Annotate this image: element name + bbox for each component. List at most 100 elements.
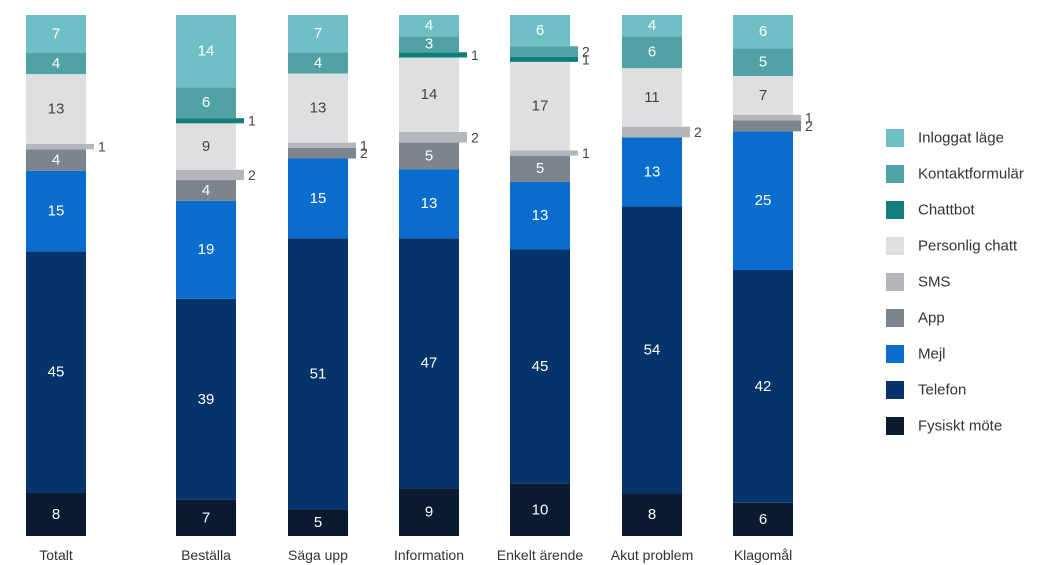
legend-label-app: App	[918, 310, 945, 327]
legend-label-chattbot: Chattbot	[918, 202, 976, 219]
bar-bestalla-inloggat-lage	[176, 15, 236, 88]
bar-bestalla-telefon	[176, 298, 236, 500]
x-tick-information: Information	[394, 547, 464, 563]
bar-saga-upp-mejl	[288, 158, 348, 239]
label-klagomal-app: 2	[805, 118, 813, 134]
label-totalt-personlig-chatt: 13	[48, 100, 65, 117]
label-klagomal-mejl: 25	[755, 192, 772, 209]
bar-totalt-personlig-chatt	[26, 74, 86, 144]
x-tick-klagomal: Klagomål	[734, 547, 792, 563]
label-akut-problem-inloggat-lage: 4	[648, 17, 656, 34]
bar-enkelt-arende-app	[510, 155, 570, 182]
label-enkelt-arende-sms: 1	[582, 145, 590, 161]
bar-klagomal-personlig-chatt	[733, 75, 793, 115]
label-bestalla-telefon: 39	[198, 391, 215, 408]
label-bestalla-mejl: 19	[198, 241, 215, 258]
legend-swatch-kontaktformular	[886, 165, 904, 183]
bar-information-personlig-chatt	[399, 57, 459, 132]
label-information-fysiskt-mote: 9	[425, 504, 433, 521]
label-information-kontaktformular: 3	[425, 36, 433, 53]
label-totalt-inloggat-lage: 7	[52, 25, 60, 42]
legend-label-personlig-chatt: Personlig chatt	[918, 238, 1018, 255]
bar-enkelt-arende-telefon	[510, 249, 570, 484]
label-akut-problem-mejl: 13	[644, 163, 661, 180]
bar-enkelt-arende-fysiskt-mote	[510, 483, 570, 536]
legend-label-kontaktformular: Kontaktformulär	[918, 166, 1024, 183]
legend-swatch-sms	[886, 273, 904, 291]
bar-enkelt-arende-inloggat-lage	[510, 15, 570, 47]
bar-akut-problem-fysiskt-mote	[622, 493, 682, 536]
legend-label-sms: SMS	[918, 274, 951, 291]
bar-klagomal-telefon	[733, 269, 793, 503]
legend-label-fysiskt-mote: Fysiskt möte	[918, 418, 1002, 435]
bar-akut-problem-inloggat-lage	[622, 15, 682, 37]
bar-akut-problem-telefon	[622, 206, 682, 494]
bar-information-sms	[399, 131, 467, 143]
label-information-mejl: 13	[421, 195, 438, 212]
bar-saga-upp-personlig-chatt	[288, 73, 348, 143]
label-information-sms: 2	[471, 129, 479, 145]
label-saga-upp-kontaktformular: 4	[314, 54, 322, 71]
legend-label-telefon: Telefon	[918, 382, 966, 399]
label-information-inloggat-lage: 4	[425, 17, 433, 34]
bar-bestalla-personlig-chatt	[176, 123, 236, 170]
bar-saga-upp-telefon	[288, 238, 348, 510]
legend-swatch-telefon	[886, 381, 904, 399]
labels-group: 8451541134773919429161455115211347947135…	[48, 17, 813, 531]
label-enkelt-arende-personlig-chatt: 17	[532, 98, 549, 115]
label-akut-problem-telefon: 54	[644, 341, 661, 358]
label-bestalla-inloggat-lage: 14	[198, 43, 215, 60]
bar-akut-problem-mejl	[622, 137, 682, 207]
bar-bestalla-kontaktformular	[176, 87, 236, 119]
bar-saga-upp-inloggat-lage	[288, 15, 348, 53]
label-bestalla-app: 4	[202, 182, 210, 199]
label-saga-upp-personlig-chatt: 13	[310, 100, 327, 117]
label-akut-problem-kontaktformular: 6	[648, 44, 656, 61]
label-totalt-app: 4	[52, 152, 60, 169]
label-enkelt-arende-fysiskt-mote: 10	[532, 501, 549, 518]
bar-bestalla-chattbot	[176, 118, 244, 124]
bar-bestalla-fysiskt-mote	[176, 499, 236, 536]
bar-totalt-fysiskt-mote	[26, 493, 86, 536]
label-totalt-sms: 1	[98, 139, 106, 155]
label-klagomal-telefon: 42	[755, 378, 772, 395]
label-klagomal-personlig-chatt: 7	[759, 87, 767, 104]
bar-saga-upp-sms	[288, 142, 356, 148]
label-enkelt-arende-telefon: 45	[532, 358, 549, 375]
bar-information-kontaktformular	[399, 36, 459, 53]
bar-klagomal-kontaktformular	[733, 48, 793, 76]
bars-group	[26, 15, 801, 536]
bar-saga-upp-kontaktformular	[288, 52, 348, 74]
x-tick-akut-problem: Akut problem	[611, 547, 693, 563]
label-enkelt-arende-app: 5	[536, 160, 544, 177]
label-bestalla-kontaktformular: 6	[202, 94, 210, 111]
bar-totalt-telefon	[26, 251, 86, 494]
label-enkelt-arende-kontaktformular: 2	[582, 43, 590, 59]
bar-bestalla-mejl	[176, 200, 236, 299]
legend-swatch-mejl	[886, 345, 904, 363]
bar-klagomal-inloggat-lage	[733, 15, 793, 49]
label-bestalla-fysiskt-mote: 7	[202, 509, 210, 526]
x-axis: Totalt Beställa Säga upp Information Enkelt …	[39, 547, 792, 563]
label-information-telefon: 47	[421, 355, 438, 372]
label-totalt-kontaktformular: 4	[52, 55, 60, 72]
bar-klagomal-sms	[733, 114, 801, 121]
label-akut-problem-sms: 2	[694, 124, 702, 140]
bar-information-inloggat-lage	[399, 15, 459, 37]
label-bestalla-sms: 2	[248, 167, 256, 183]
label-klagomal-fysiskt-mote: 6	[759, 511, 767, 528]
label-bestalla-chattbot: 1	[248, 113, 256, 129]
bar-akut-problem-sms	[622, 126, 690, 138]
legend: Inloggat läge Kontaktformulär Chattbot Pers…	[886, 129, 1024, 435]
bar-enkelt-arende-chattbot	[510, 56, 578, 62]
label-akut-problem-fysiskt-mote: 8	[648, 506, 656, 523]
label-totalt-telefon: 45	[48, 364, 65, 381]
bar-akut-problem-kontaktformular	[622, 36, 682, 69]
bar-saga-upp-app	[288, 147, 356, 159]
bar-information-app	[399, 142, 459, 170]
x-tick-enkelt-arende: Enkelt ärende	[497, 547, 584, 563]
label-saga-upp-sms: 1	[360, 137, 368, 153]
bar-klagomal-fysiskt-mote	[733, 502, 793, 536]
legend-swatch-app	[886, 309, 904, 327]
bar-totalt-kontaktformular	[26, 52, 86, 75]
